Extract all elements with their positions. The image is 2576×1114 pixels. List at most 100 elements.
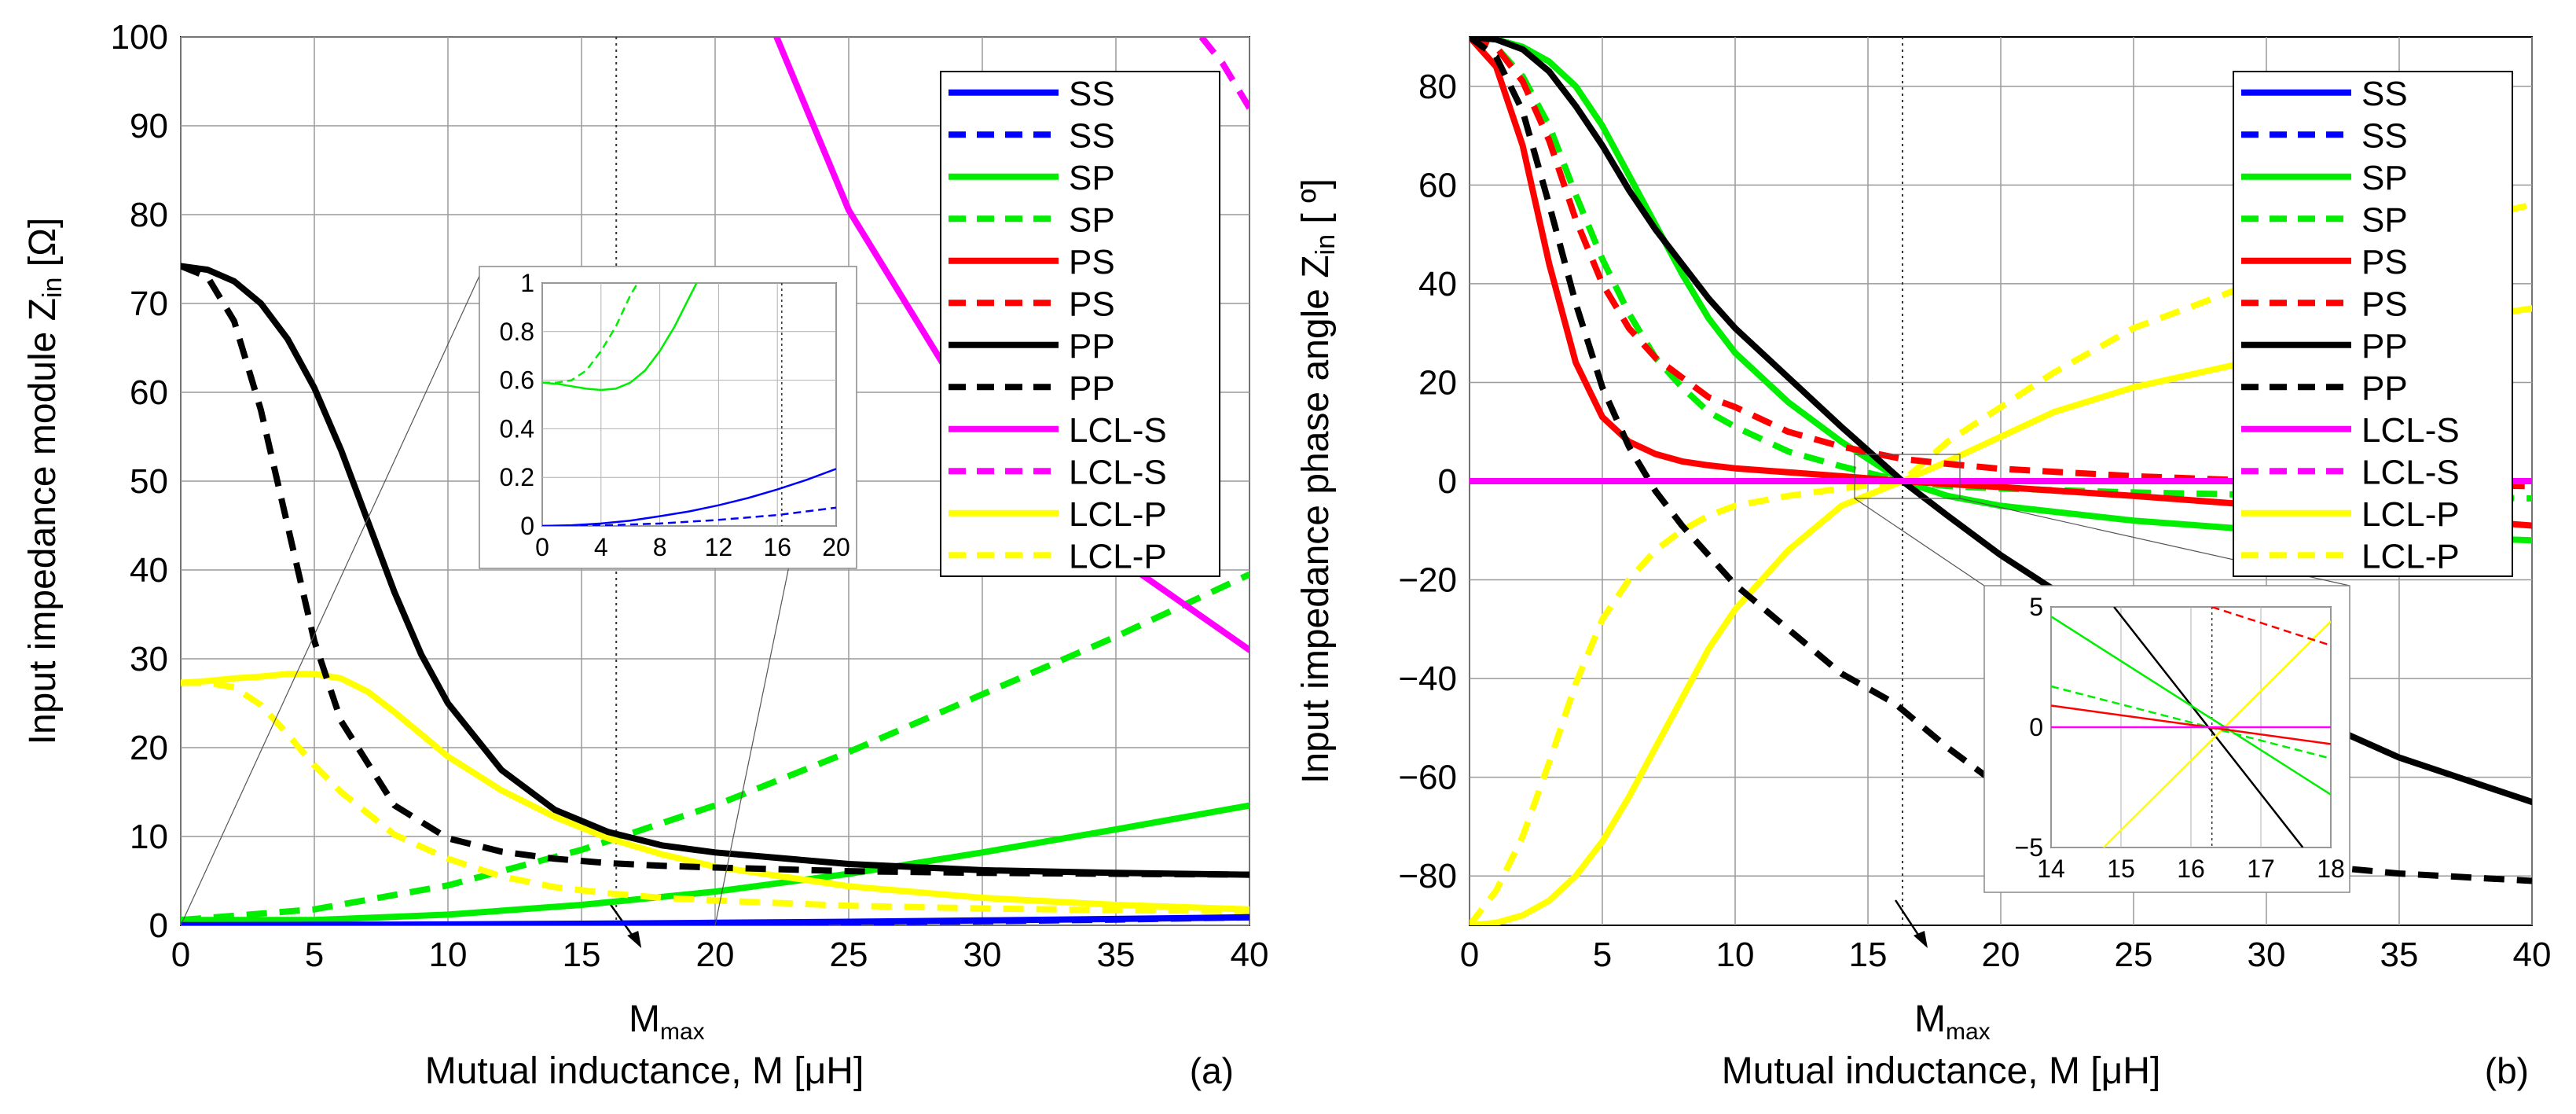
x-tick-label: 20 — [696, 936, 735, 974]
x-tick-label: 0 — [171, 936, 190, 974]
legend-label: PS — [1069, 285, 1115, 323]
mmax-label-main: M — [629, 998, 660, 1040]
legend-label: SS — [1069, 75, 1115, 113]
legend-label: SS — [1069, 116, 1115, 155]
x-tick-label: 35 — [2380, 936, 2419, 974]
panel-a: 0 5 10 15 20 25 30 35 40 0102030405060708090100 … — [22, 18, 1268, 1092]
series-line-lcl-p-solid — [181, 671, 1249, 913]
y-tick-label: 100 — [111, 18, 168, 57]
mmax-label: Mmax — [1914, 998, 1991, 1045]
inset-y-tick-label: 0.6 — [500, 366, 534, 395]
mmax-label-sub: max — [1946, 1019, 1991, 1045]
y-tick-label: 10 — [130, 818, 168, 856]
svg-text:Mmax: Mmax — [629, 998, 705, 1045]
y-axis-label: Input impedance module Zin [Ω] — [22, 218, 68, 745]
y-tick-label: 20 — [130, 729, 168, 767]
inset-x-tick-label: 4 — [594, 533, 608, 561]
zoom-connector — [1854, 498, 1985, 586]
inset-series-line — [2102, 620, 2331, 847]
x-tick-label: 40 — [1231, 936, 1269, 974]
y-tick-label: 40 — [1418, 265, 1457, 303]
inset-y-tick-label: 0.4 — [500, 414, 534, 443]
panel-label: (a) — [1190, 1050, 1234, 1091]
y-tick-label: 60 — [1418, 166, 1457, 204]
legend-label: PS — [2361, 243, 2408, 281]
svg-text:Mmax: Mmax — [1914, 998, 1991, 1045]
y-tick-label: −20 — [1398, 561, 1457, 600]
y-tick-label: 50 — [130, 462, 168, 501]
inset-series-line — [2211, 607, 2331, 647]
inset-y-tick-label: 1 — [520, 269, 534, 297]
x-tick-label: 20 — [1982, 936, 2020, 974]
x-ticks: 0 5 10 15 20 25 30 35 40 — [1460, 936, 2552, 974]
y-axis-label-main: Input impedance module Z — [22, 298, 64, 745]
x-ticks: 0 5 10 15 20 25 30 35 40 — [171, 936, 1269, 974]
series-line-lcl-p-dashed — [1470, 201, 2532, 925]
series-line-lcl-s-dashed — [1198, 37, 1249, 110]
inset-plot-area — [541, 282, 837, 527]
zoom-region — [1854, 454, 1961, 499]
panel-label: (b) — [2485, 1050, 2529, 1091]
legend-box — [2233, 71, 2513, 577]
y-tick-label: 30 — [130, 640, 168, 678]
inset-series-line — [2051, 616, 2331, 796]
series-line-ps-solid — [1470, 37, 2532, 529]
y-tick-label: 90 — [130, 107, 168, 145]
legend-label: SS — [2361, 75, 2408, 113]
legend-label: PS — [2361, 285, 2408, 323]
inset-grid — [541, 282, 837, 527]
legend-label: LCL-S — [1069, 411, 1167, 450]
inset-x-tick-label: 16 — [2177, 855, 2205, 883]
inset-x-tick-label: 17 — [2247, 855, 2275, 883]
mmax-arrow-head — [627, 931, 642, 948]
mmax-label-sub: max — [660, 1019, 705, 1045]
x-tick-label: 15 — [563, 936, 601, 974]
legend-label: SS — [2361, 116, 2408, 155]
legend-label: SP — [1069, 159, 1115, 197]
series-line-ps-dashed — [1470, 37, 2532, 490]
y-tick-label: 0 — [1438, 462, 1457, 501]
inset-series-group — [2051, 607, 2331, 847]
inset-y-tick-label: 5 — [2029, 593, 2043, 621]
x-tick-label: 30 — [963, 936, 1002, 974]
inset-series-line — [542, 283, 698, 392]
inset-y-tick-label: 0.8 — [500, 318, 534, 346]
mmax-marker — [1894, 37, 1928, 948]
y-tick-label: −60 — [1398, 759, 1457, 797]
y-axis-label-unit: [ º] — [1295, 178, 1337, 234]
inset-series-line — [542, 283, 639, 384]
legend-label: PP — [1069, 327, 1115, 366]
series-line-sp-dashed — [181, 571, 1249, 924]
mmax-arrow-shaft — [606, 899, 635, 938]
x-tick-label: 30 — [2248, 936, 2286, 974]
y-axis-label-sub: in — [38, 278, 68, 298]
y-tick-label: 70 — [130, 285, 168, 323]
y-tick-label: 60 — [130, 373, 168, 412]
mmax-arrow-head — [1913, 931, 1928, 948]
x-tick-label: 5 — [305, 936, 324, 974]
mmax-label-main: M — [1914, 998, 1946, 1040]
mmax-arrow-shaft — [1894, 899, 1921, 938]
inset-series-line — [542, 506, 836, 526]
legend-label: PP — [2361, 369, 2408, 407]
inset-x-tick-label: 8 — [653, 533, 667, 561]
legend-box — [940, 71, 1220, 577]
x-tick-label: 10 — [1716, 936, 1755, 974]
legend-label: LCL-S — [2361, 411, 2460, 450]
zoom-inset: 0 4 8 12 16 20 0 0.2 0.4 0.6 0.8 1 — [180, 266, 857, 926]
series-line-sp-solid — [181, 802, 1249, 924]
x-tick-label: 0 — [1460, 936, 1479, 974]
legend-label: PS — [1069, 243, 1115, 281]
inset-x-tick-label: 14 — [2037, 855, 2065, 883]
y-axis-label-unit: [Ω] — [22, 218, 64, 278]
legend-label: LCL-S — [1069, 453, 1167, 491]
series-line-lcl-p-dashed — [181, 679, 1249, 914]
y-tick-label: 20 — [1418, 363, 1457, 402]
legend-label: SP — [2361, 200, 2408, 239]
legend-label: LCL-P — [2361, 537, 2460, 575]
inset-ticks: 14 15 16 17 18 −5 0 5 — [2015, 593, 2345, 883]
x-tick-label: 25 — [830, 936, 868, 974]
inset-y-tick-label: 0 — [2029, 713, 2043, 741]
legend-label: LCL-P — [2361, 495, 2460, 534]
